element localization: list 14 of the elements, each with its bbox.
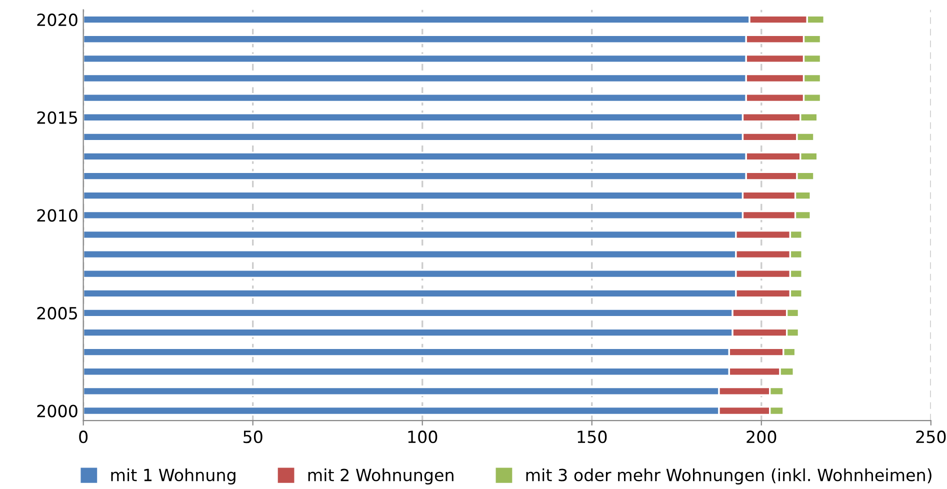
legend-label: mit 2 Wohnungen: [308, 468, 454, 485]
x-tick-label: 200: [746, 430, 776, 444]
y-tick-label: 2010: [37, 209, 78, 222]
x-tick-label: 150: [578, 430, 607, 444]
x-tick-label: 250: [916, 430, 946, 444]
x-tick-label: 50: [244, 430, 262, 444]
y-tick-label: 2005: [37, 306, 78, 320]
legend-label: mit 3 oder mehr Wohnungen (inkl. Wohnheimen): [526, 468, 932, 485]
x-tick-label: 0: [79, 430, 88, 444]
y-tick-label: 2000: [37, 404, 78, 418]
x-tick-label: 100: [408, 430, 438, 444]
legend-label: mit 1 Wohnung: [111, 468, 236, 485]
y-tick-label: 2020: [37, 14, 78, 26]
y-tick-label: 2015: [37, 111, 78, 124]
